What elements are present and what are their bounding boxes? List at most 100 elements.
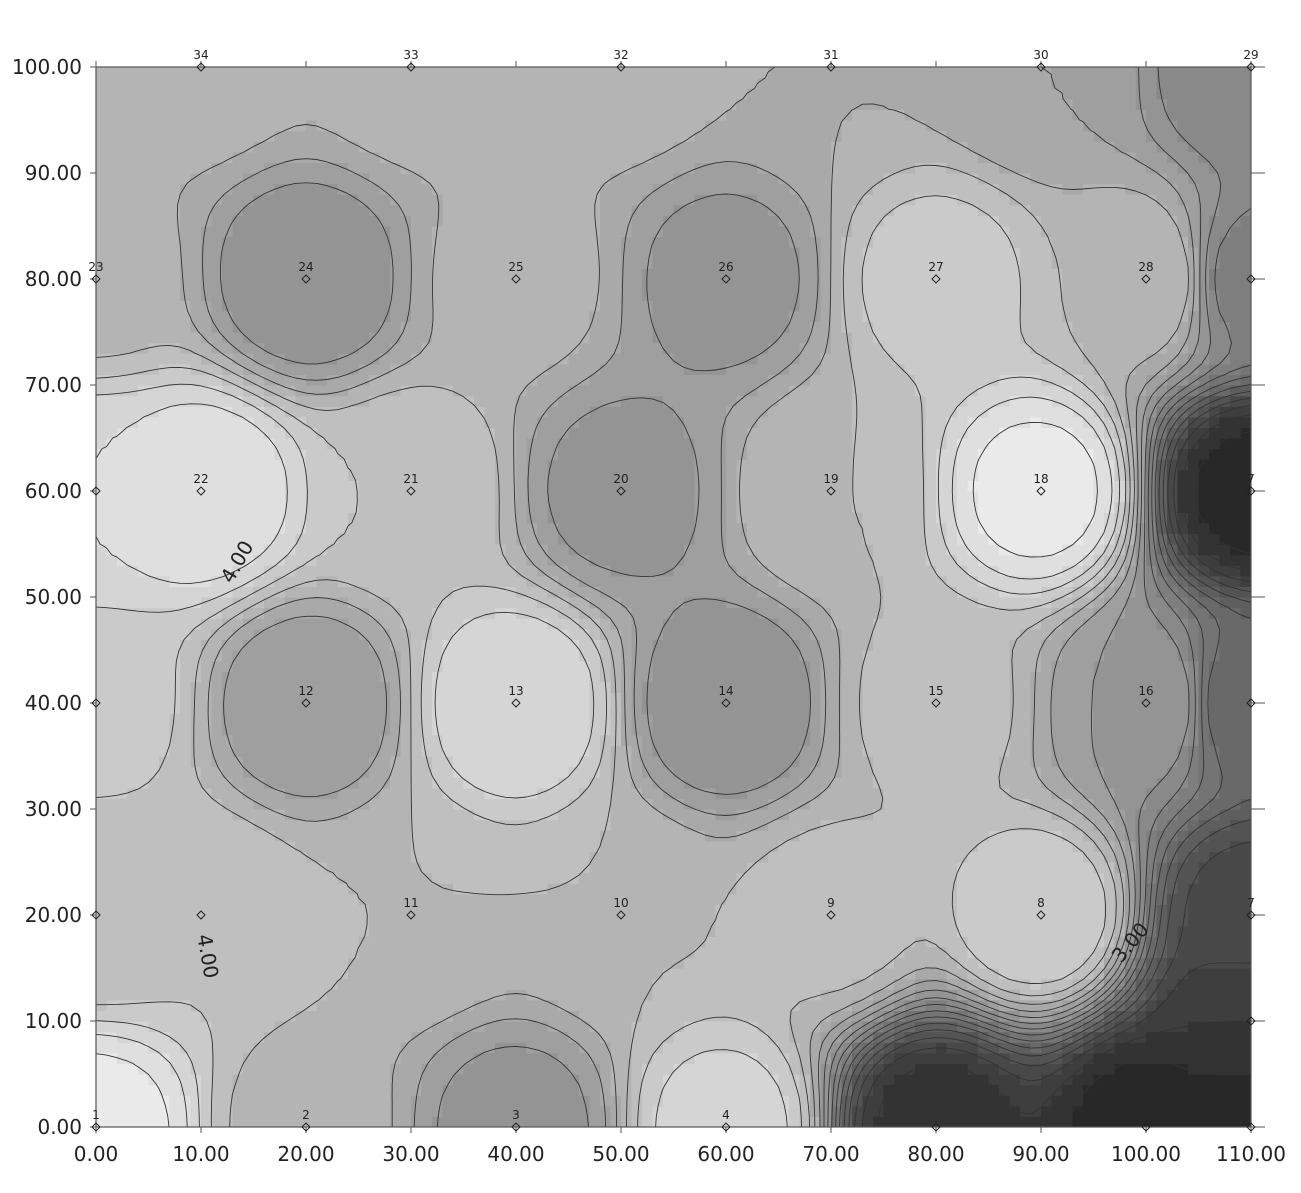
contour-cell: [390, 968, 401, 979]
contour-cell: [485, 205, 496, 216]
contour-cell: [327, 237, 338, 248]
contour-cell: [422, 321, 433, 332]
contour-cell: [590, 841, 601, 852]
contour-cell: [117, 502, 128, 513]
contour-cell: [380, 565, 391, 576]
contour-cell: [117, 989, 128, 1000]
contour-cell: [96, 364, 107, 375]
contour-cell: [275, 639, 286, 650]
contour-cell: [611, 830, 622, 841]
contour-cell: [264, 290, 275, 301]
contour-cell: [558, 173, 569, 184]
contour-cell: [170, 904, 181, 915]
contour-cell: [149, 194, 160, 205]
contour-cell: [317, 904, 328, 915]
contour-cell: [558, 639, 569, 650]
contour-cell: [170, 290, 181, 301]
contour-cell: [411, 724, 422, 735]
contour-cell: [180, 205, 191, 216]
contour-cell: [348, 830, 359, 841]
contour-cell: [380, 78, 391, 89]
contour-cell: [243, 396, 254, 407]
contour-cell: [579, 809, 590, 820]
contour-cell: [380, 194, 391, 205]
contour-cell: [600, 650, 611, 661]
contour-cell: [222, 809, 233, 820]
contour-cell: [306, 226, 317, 237]
contour-cell: [558, 109, 569, 120]
contour-cell: [149, 374, 160, 385]
contour-cell: [201, 1085, 212, 1096]
contour-cell: [212, 311, 223, 322]
contour-cell: [264, 745, 275, 756]
contour-cell: [233, 947, 244, 958]
contour-cell: [254, 904, 265, 915]
contour-cell: [317, 798, 328, 809]
contour-cell: [422, 523, 433, 534]
contour-cell: [474, 756, 485, 767]
contour-cell: [149, 67, 160, 78]
contour-cell: [590, 226, 601, 237]
contour-cell: [474, 438, 485, 449]
contour-cell: [422, 544, 433, 555]
contour-cell: [464, 830, 475, 841]
contour-cell: [222, 247, 233, 258]
contour-cell: [516, 321, 527, 332]
contour-cell: [359, 714, 370, 725]
contour-cell: [117, 268, 128, 279]
contour-cell: [474, 671, 485, 682]
contour-cell: [138, 78, 149, 89]
contour-cell: [317, 576, 328, 587]
contour-cell: [243, 332, 254, 343]
contour-cell: [590, 1116, 601, 1127]
contour-cell: [464, 1021, 475, 1032]
contour-cell: [579, 703, 590, 714]
contour-cell: [138, 756, 149, 767]
contour-cell: [485, 78, 496, 89]
contour-cell: [527, 926, 538, 937]
contour-cell: [558, 99, 569, 110]
contour-cell: [464, 629, 475, 640]
contour-cell: [474, 1010, 485, 1021]
contour-cell: [317, 989, 328, 1000]
contour-cell: [390, 258, 401, 269]
contour-cell: [212, 1074, 223, 1085]
contour-cell: [369, 1042, 380, 1053]
contour-cell: [275, 1000, 286, 1011]
contour-cell: [432, 449, 443, 460]
contour-cell: [327, 406, 338, 417]
contour-cell: [149, 830, 160, 841]
contour-cell: [107, 321, 118, 332]
contour-cell: [201, 756, 212, 767]
contour-cell: [254, 247, 265, 258]
contour-cell: [506, 162, 517, 173]
contour-cell: [579, 936, 590, 947]
contour-cell: [159, 99, 170, 110]
contour-cell: [317, 1010, 328, 1021]
contour-cell: [212, 480, 223, 491]
contour-cell: [422, 470, 433, 481]
contour-cell: [453, 194, 464, 205]
contour-cell: [348, 449, 359, 460]
contour-cell: [432, 512, 443, 523]
contour-cell: [453, 300, 464, 311]
contour-cell: [233, 438, 244, 449]
contour-cell: [401, 724, 412, 735]
contour-cell: [569, 639, 580, 650]
contour-cell: [432, 957, 443, 968]
contour-cell: [338, 904, 349, 915]
contour-cell: [306, 618, 317, 629]
contour-cell: [191, 841, 202, 852]
contour-cell: [590, 480, 601, 491]
contour-cell: [264, 1000, 275, 1011]
contour-cell: [558, 714, 569, 725]
contour-cell: [317, 894, 328, 905]
contour-cell: [537, 714, 548, 725]
contour-cell: [548, 332, 559, 343]
contour-cell: [548, 1116, 559, 1127]
contour-cell: [138, 1032, 149, 1043]
contour-cell: [306, 99, 317, 110]
contour-cell: [432, 841, 443, 852]
contour-cell: [222, 1074, 233, 1085]
contour-cell: [537, 523, 548, 534]
